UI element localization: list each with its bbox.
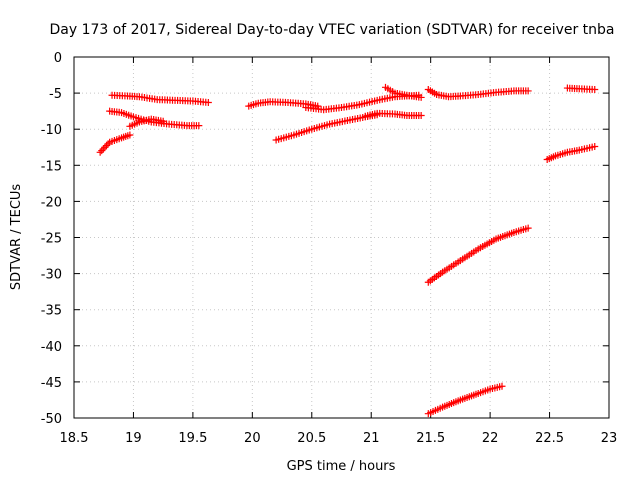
x-tick-label: 22.5 — [535, 431, 564, 446]
data-point — [417, 93, 425, 101]
series-3 — [126, 115, 167, 130]
data-point — [524, 87, 532, 95]
data-point — [104, 140, 112, 148]
y-tick-label: -50 — [41, 412, 62, 427]
data-point — [98, 147, 106, 155]
y-tick-label: -30 — [41, 268, 62, 283]
y-axis-label: SDTVAR / TECUs — [9, 184, 24, 291]
plot-frame — [73, 56, 610, 419]
y-tick-label: -5 — [49, 87, 62, 102]
x-tick-label: 23 — [601, 431, 618, 446]
data-point — [99, 145, 107, 153]
series-0 — [96, 131, 134, 156]
y-tick-label: -15 — [41, 159, 62, 174]
y-tick-label: -10 — [41, 123, 62, 138]
x-tick-label: 20.5 — [297, 431, 326, 446]
y-tick-label: -45 — [41, 376, 62, 391]
data-point — [195, 122, 203, 130]
x-tick-label: 18.5 — [60, 431, 89, 446]
data-point — [126, 131, 134, 139]
series-8 — [381, 83, 425, 101]
data-point — [591, 85, 599, 93]
data-point — [524, 224, 532, 232]
data-point — [591, 143, 599, 151]
series-10 — [424, 224, 532, 286]
data-points — [96, 83, 599, 418]
data-point — [96, 148, 104, 156]
y-tick-label: -25 — [41, 232, 62, 247]
series-9 — [424, 85, 532, 101]
data-point — [159, 117, 167, 125]
series-12 — [543, 143, 599, 164]
x-tick-label: 21 — [363, 431, 380, 446]
y-tick-label: 0 — [54, 51, 62, 66]
y-tick-label: -40 — [41, 340, 62, 355]
x-tick-label: 19.5 — [178, 431, 207, 446]
x-tick-label: 21.5 — [416, 431, 445, 446]
series-1 — [108, 91, 212, 106]
chart-title: Day 173 of 2017, Sidereal Day-to-day VTE… — [49, 22, 614, 38]
data-point — [498, 382, 506, 390]
x-tick-label: 20 — [244, 431, 261, 446]
series-7 — [361, 109, 425, 120]
y-tick-label: -20 — [41, 195, 62, 210]
series-13 — [563, 84, 599, 93]
x-tick-label: 19 — [125, 431, 142, 446]
x-axis-label: GPS time / hours — [287, 459, 396, 474]
data-point — [102, 142, 110, 150]
data-point — [417, 111, 425, 119]
x-tick-label: 22 — [482, 431, 499, 446]
ticks-layer: 18.5 19 19.5 20 20.5 21 21.5 22 22.5 23 0 -5 -10 -15 -… — [41, 51, 618, 446]
grid-layer — [74, 57, 609, 418]
data-point — [101, 143, 109, 151]
y-tick-label: -35 — [41, 304, 62, 319]
data-point — [204, 98, 212, 106]
series-11 — [424, 382, 506, 418]
